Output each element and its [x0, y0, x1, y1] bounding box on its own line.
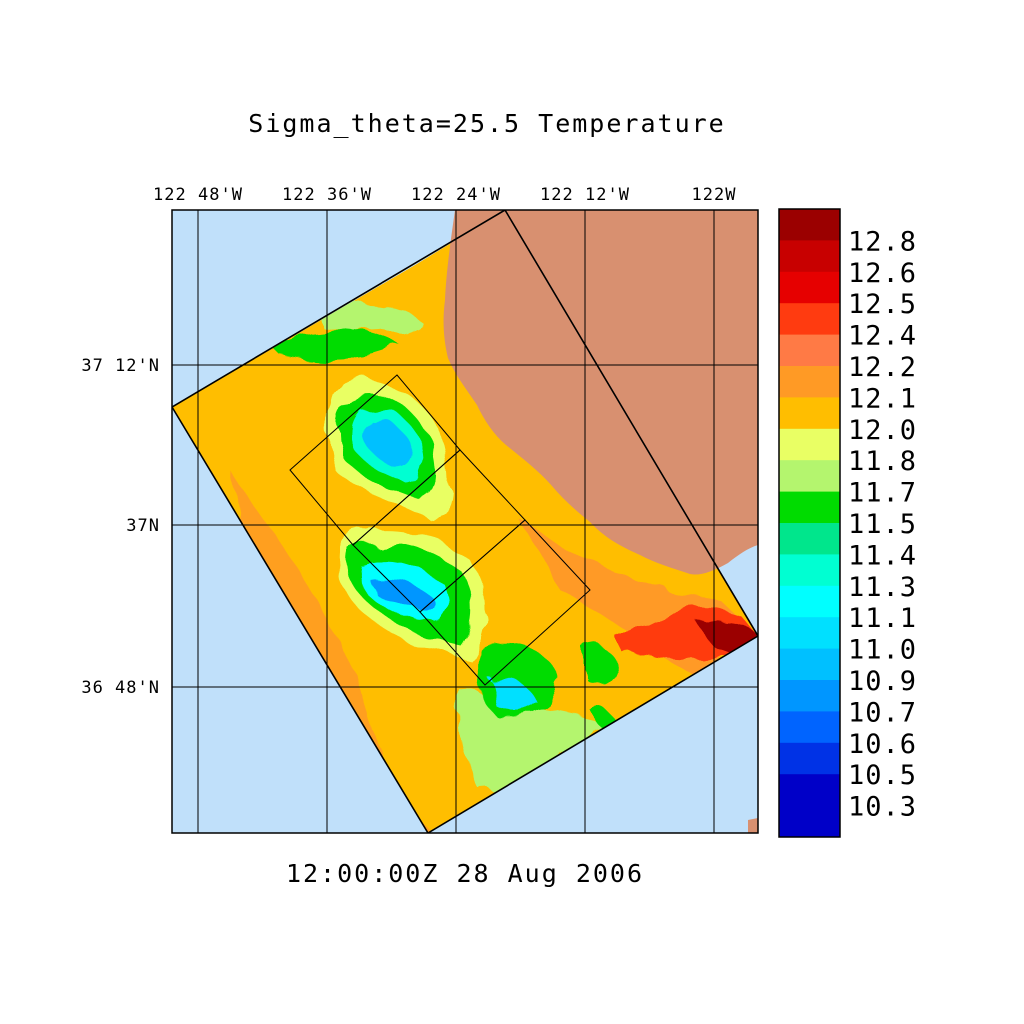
colorbar-swatch	[779, 585, 840, 618]
colorbar-swatch	[779, 460, 840, 493]
colorbar-tick-label: 11.0	[848, 635, 917, 666]
colorbar-swatch	[779, 554, 840, 587]
colorbar-tick-label: 12.5	[848, 289, 917, 320]
colorbar-swatch	[779, 209, 840, 241]
colorbar-tick-label: 11.1	[848, 603, 917, 634]
latitude-labels: 37 12'N 37N 36 48'N	[81, 356, 160, 698]
colorbar-tick-label: 11.7	[848, 478, 917, 509]
lon-tick-label: 122W	[692, 185, 737, 205]
colorbar-tick-label: 12.8	[848, 226, 917, 257]
colorbar-tick-label: 11.3	[848, 572, 917, 603]
lon-tick-label: 122 12'W	[540, 185, 630, 205]
colorbar-swatch	[779, 271, 840, 304]
colorbar-tick-label: 10.7	[848, 697, 917, 728]
land-mass	[443, 210, 758, 575]
colorbar-labels: 12.812.612.512.412.212.112.011.811.711.5…	[848, 226, 917, 823]
colorbar-tick-label: 10.5	[848, 760, 917, 791]
map-panel	[171, 209, 759, 834]
colorbar-tick-label: 10.3	[848, 792, 917, 823]
graticule	[172, 210, 758, 833]
colorbar-frame	[778, 208, 841, 838]
lon-tick-label: 122 36'W	[282, 185, 372, 205]
colorbar-tick-label: 10.6	[848, 729, 917, 760]
lat-tick-label: 36 48'N	[81, 678, 160, 698]
colorbar-swatches	[779, 209, 840, 837]
colorbar-swatch	[779, 680, 840, 712]
colorbar-swatch	[779, 303, 840, 336]
colorbar-tick-label: 12.4	[848, 321, 917, 352]
colorbar-tick-label: 12.2	[848, 352, 917, 383]
map-frame	[171, 209, 759, 834]
colorbar-swatch	[779, 366, 840, 398]
survey-boxes	[289, 374, 591, 686]
colorbar-swatch	[779, 334, 840, 367]
lon-tick-label: 122 48'W	[153, 185, 243, 205]
model-domain-outline	[172, 210, 758, 833]
colorbar-swatch	[779, 648, 840, 681]
temperature-field	[172, 210, 758, 833]
colorbar-swatch	[779, 774, 840, 807]
colorbar-swatch	[779, 428, 840, 461]
longitude-labels: 122 48'W 122 36'W 122 24'W 122 12'W 122W	[153, 185, 737, 205]
colorbar-swatch	[779, 240, 840, 273]
colorbar-tick-label: 12.0	[848, 415, 917, 446]
colorbar-tick-label: 12.1	[848, 383, 917, 414]
colorbar-swatch	[779, 397, 840, 430]
plot-title: Sigma_theta=25.5 Temperature	[248, 109, 725, 138]
timestamp-label: 12:00:00Z 28 Aug 2006	[286, 859, 644, 888]
lat-tick-label: 37 12'N	[81, 356, 160, 376]
colorbar-tick-label: 12.6	[848, 258, 917, 289]
colorbar-swatch	[779, 742, 840, 775]
colorbar-swatch	[779, 805, 840, 837]
land-islet	[748, 818, 758, 833]
colorbar-swatch	[779, 491, 840, 524]
colorbar: 12.812.612.512.412.212.112.011.811.711.5…	[778, 208, 917, 838]
colorbar-tick-label: 10.9	[848, 666, 917, 697]
colorbar-swatch	[779, 523, 840, 555]
colorbar-swatch	[779, 617, 840, 650]
colorbar-swatch	[779, 711, 840, 744]
colorbar-tick-label: 11.4	[848, 540, 917, 571]
colorbar-tick-label: 11.8	[848, 446, 917, 477]
lon-tick-label: 122 24'W	[411, 185, 501, 205]
colorbar-tick-label: 11.5	[848, 509, 917, 540]
lat-tick-label: 37N	[126, 516, 160, 536]
